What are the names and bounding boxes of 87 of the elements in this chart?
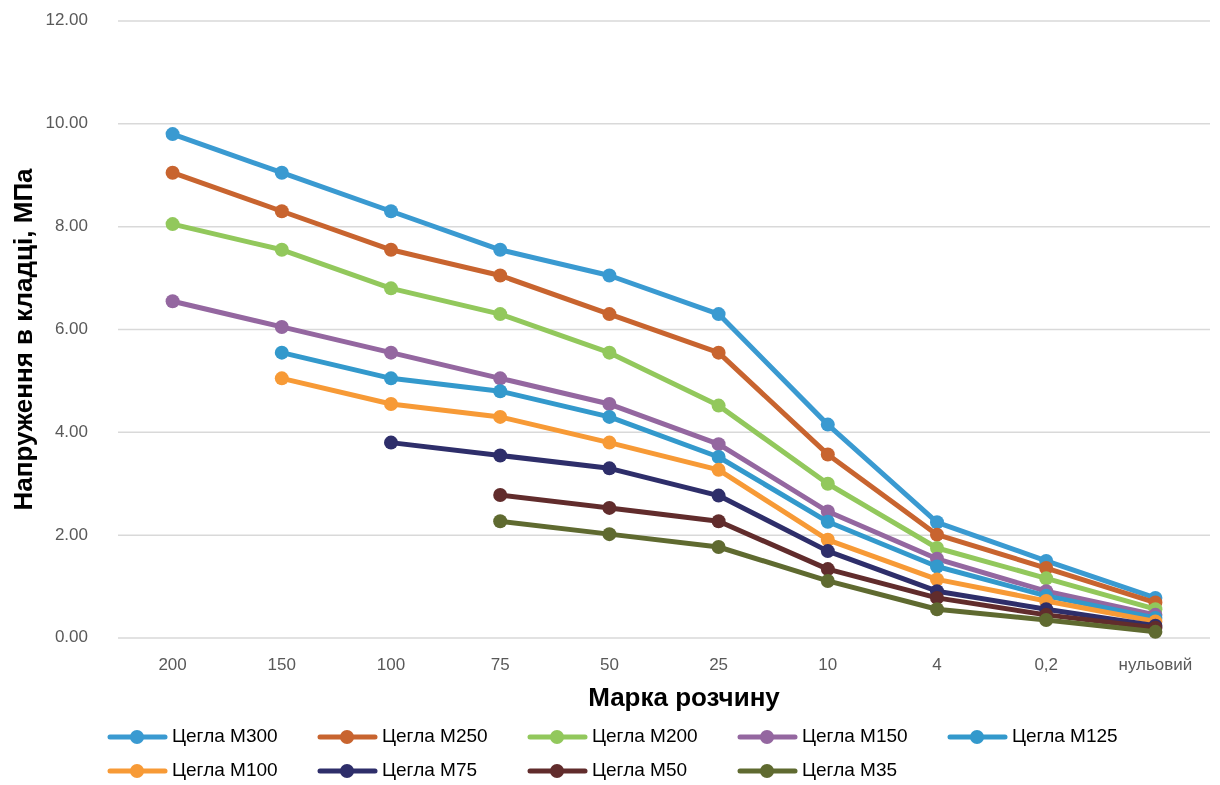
- point: [384, 435, 398, 450]
- point: [820, 447, 835, 462]
- point: [384, 397, 398, 412]
- x-tick-label: 0,2: [1034, 655, 1059, 674]
- point: [930, 559, 944, 574]
- legend-label: Цегла М35: [802, 759, 898, 781]
- point: [274, 371, 289, 386]
- y-tick-label: 6.00: [54, 318, 88, 338]
- point: [274, 165, 289, 180]
- point: [384, 345, 398, 360]
- point: [1148, 624, 1163, 639]
- point: [602, 500, 617, 515]
- y-tick-label: 2.00: [54, 524, 88, 544]
- x-tick-label: 150: [267, 655, 296, 674]
- point: [711, 514, 726, 529]
- point: [165, 294, 180, 309]
- point: [930, 572, 944, 587]
- point: [1039, 571, 1054, 586]
- point: [820, 476, 835, 491]
- x-tick-label: 25: [709, 655, 729, 674]
- point: [930, 515, 944, 530]
- point: [820, 544, 835, 559]
- point: [602, 527, 617, 542]
- x-tick-label: 4: [932, 655, 942, 674]
- point: [384, 204, 398, 219]
- legend-label: Цегла М50: [592, 759, 688, 781]
- point: [602, 397, 617, 412]
- point: [711, 437, 726, 452]
- point: [711, 345, 726, 360]
- x-tick-label: нульовий: [1118, 655, 1193, 674]
- legend-label: Цегла М75: [382, 759, 478, 781]
- point: [711, 398, 726, 413]
- y-axis-title: Напруження в кладці, МПа: [8, 167, 38, 511]
- x-tick-label: 10: [818, 655, 838, 674]
- y-tick-label: 8.00: [54, 216, 88, 236]
- point: [1039, 613, 1054, 627]
- point: [165, 217, 180, 232]
- point: [493, 371, 508, 386]
- legend-label: Цегла М100: [172, 759, 278, 781]
- y-tick-label: 10.00: [45, 113, 88, 133]
- point: [602, 268, 617, 283]
- point: [930, 602, 944, 617]
- point: [493, 242, 508, 257]
- point: [493, 448, 508, 463]
- x-tick-label: 50: [599, 655, 619, 674]
- point: [602, 409, 617, 424]
- point: [493, 307, 508, 322]
- x-tick-label: 75: [490, 655, 510, 674]
- point: [493, 409, 508, 424]
- point: [711, 462, 726, 477]
- y-tick-label: 0.00: [54, 627, 88, 647]
- point: [165, 165, 180, 180]
- point: [711, 450, 726, 465]
- point: [820, 573, 835, 588]
- legend-label: Цегла М300: [172, 725, 278, 747]
- y-tick-label: 12.00: [45, 10, 88, 30]
- point: [274, 242, 289, 257]
- point: [930, 527, 944, 542]
- point: [384, 371, 398, 386]
- point: [711, 539, 726, 554]
- point: [820, 417, 835, 432]
- point: [711, 307, 726, 322]
- point: [274, 345, 289, 360]
- x-tick-label: 100: [376, 655, 406, 674]
- point: [493, 384, 508, 399]
- point: [602, 307, 617, 322]
- point: [493, 488, 508, 503]
- x-axis-title: Марка розчину: [588, 682, 781, 712]
- point: [274, 204, 289, 219]
- point: [274, 319, 289, 334]
- legend-label: Цегла М250: [382, 725, 488, 747]
- point: [711, 488, 726, 503]
- x-tick-label: 200: [158, 655, 187, 674]
- legend-label: Цегла М150: [802, 725, 908, 747]
- point: [384, 281, 398, 296]
- point: [493, 514, 508, 529]
- point: [602, 435, 617, 450]
- point: [493, 268, 508, 283]
- point: [602, 345, 617, 360]
- legend-label: Цегла М125: [1012, 725, 1118, 747]
- point: [820, 562, 835, 577]
- y-tick-label: 4.00: [54, 421, 88, 441]
- point: [820, 514, 835, 529]
- point: [165, 127, 180, 142]
- point: [384, 242, 398, 257]
- legend-label: Цегла М200: [592, 725, 698, 747]
- point: [602, 461, 617, 476]
